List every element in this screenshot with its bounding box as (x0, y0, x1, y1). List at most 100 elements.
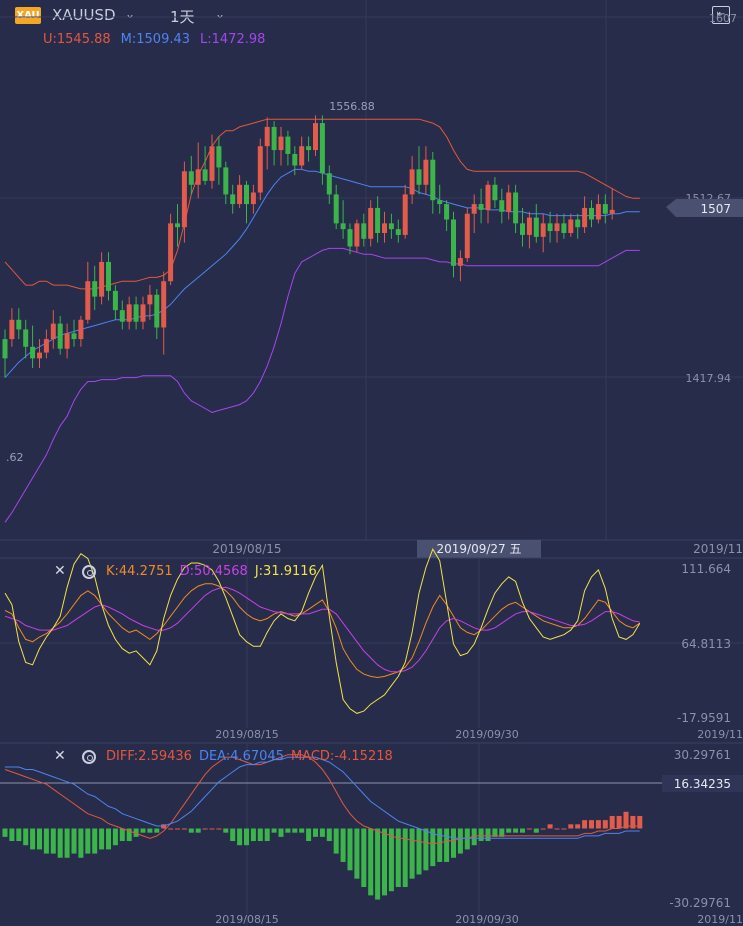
macd-bar (64, 828, 70, 858)
candle-body (326, 173, 332, 195)
candle-body (340, 223, 346, 230)
kdj-axis-label: 111.664 (681, 562, 731, 576)
candle-body (244, 184, 249, 205)
exit-fullscreen-icon[interactable]: ⇤ (712, 6, 730, 24)
macd-bar (78, 828, 84, 858)
macd-bar (451, 828, 456, 858)
candle-body (319, 123, 325, 174)
candle-body (292, 153, 298, 166)
date-axis-label: 2019/11 (697, 728, 743, 741)
close-kdj-icon[interactable]: ✕ (54, 563, 66, 579)
macd-settings-icon[interactable] (82, 750, 96, 764)
boll-lower-line (4, 247, 640, 523)
candle-body (533, 217, 539, 237)
macd-bar (637, 815, 643, 829)
crosshair-value-tag (662, 775, 743, 792)
candle-body (547, 223, 553, 232)
candle-body (299, 146, 305, 166)
symbol-selector[interactable]: XAUUSD (52, 6, 116, 24)
candle-body (416, 169, 422, 185)
k-value: K:44.2751 (106, 564, 173, 579)
macd-bar (154, 828, 160, 833)
diff-line (4, 754, 640, 844)
macd-bar (292, 828, 298, 833)
close-macd-icon[interactable]: ✕ (54, 748, 66, 764)
macd-legend: DIFF:2.59436 DEA:4.67045 MACD:-4.15218 (106, 749, 400, 764)
crosshair-date-tag (417, 540, 541, 558)
candle-body (30, 346, 36, 359)
candle-body (106, 261, 111, 291)
macd-bar (202, 828, 208, 830)
candle-body (126, 304, 132, 322)
date-axis-label: 2019/09/30 (455, 913, 518, 926)
candle-body (561, 223, 567, 233)
candle-body (202, 169, 208, 181)
candle-body (175, 223, 180, 228)
macd-bar (361, 828, 367, 888)
macd-bar (333, 828, 339, 854)
candle-body (85, 281, 91, 320)
macd-bar (540, 828, 546, 830)
macd-bar (444, 828, 450, 862)
boll-upper-value: U:1545.88 (43, 32, 111, 47)
candle-body (361, 223, 367, 239)
candle-body (368, 207, 374, 239)
macd-bar (71, 828, 77, 854)
macd-bar (147, 828, 153, 833)
macd-bar (237, 828, 243, 846)
macd-axis-label: -30.29761 (669, 896, 731, 910)
macd-bar (126, 828, 132, 842)
macd-bar (340, 828, 346, 862)
chevron-down-icon[interactable]: ⌄ (215, 7, 226, 21)
macd-bar (188, 828, 194, 833)
macd-bar (306, 828, 312, 842)
dea-value: DEA:4.67045 (198, 749, 284, 764)
chevron-down-icon[interactable]: ⌄ (125, 7, 136, 21)
macd-bar (133, 828, 139, 837)
candle-body (382, 223, 387, 233)
d-value: D:50.4568 (179, 564, 248, 579)
date-axis-label: 2019/08/15 (215, 728, 278, 741)
macd-bar (50, 828, 56, 854)
candle-body (347, 229, 353, 247)
macd-axis-label: 30.29761 (674, 748, 731, 762)
candle-body (589, 207, 594, 220)
macd-bar (92, 828, 98, 854)
candle-body (595, 204, 601, 220)
candle-body (154, 294, 160, 328)
macd-bar (9, 828, 15, 842)
macd-bar (99, 828, 105, 850)
candle-body (209, 146, 215, 181)
kdj-settings-icon[interactable] (82, 565, 96, 579)
candle-body (402, 194, 408, 235)
kdj-axis-label: -17.9591 (677, 711, 731, 725)
last-price-tag (666, 199, 743, 217)
candle-body (188, 171, 194, 185)
macd-bar (299, 828, 305, 833)
max-price-label: 1556.88 (329, 100, 375, 113)
candle-body (471, 204, 477, 214)
candle-body (409, 169, 415, 195)
macd-bar (478, 828, 484, 842)
macd-bar (85, 828, 91, 854)
macd-bar (609, 815, 615, 829)
dea-line (5, 756, 640, 839)
macd-bar (554, 828, 560, 830)
d-line (4, 586, 640, 673)
crosshair-date-label: 2019/09/27 五 (437, 542, 522, 556)
macd-bar (285, 828, 291, 833)
price-axis-label: 1417.94 (686, 372, 732, 385)
candle-body (540, 223, 546, 237)
macd-bar (547, 824, 553, 829)
macd-bar (223, 828, 229, 833)
macd-bar (388, 828, 394, 892)
macd-bar (416, 828, 422, 875)
candle-body (375, 207, 381, 233)
macd-bar (437, 828, 443, 862)
candle-body (285, 136, 291, 154)
macd-bar (140, 828, 146, 833)
macd-bar (616, 815, 622, 829)
macd-bar (602, 820, 608, 829)
candle-body (333, 194, 339, 224)
